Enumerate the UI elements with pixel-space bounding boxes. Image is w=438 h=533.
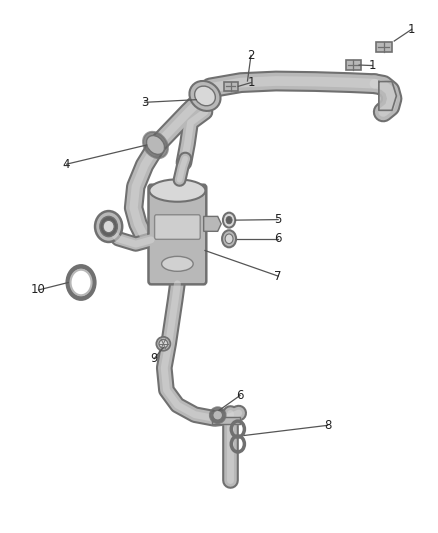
Ellipse shape	[194, 86, 215, 106]
Circle shape	[223, 213, 235, 228]
Text: 1: 1	[368, 59, 376, 72]
Ellipse shape	[210, 407, 226, 423]
Text: 1: 1	[247, 76, 255, 89]
Ellipse shape	[100, 216, 117, 237]
Ellipse shape	[156, 337, 170, 351]
Polygon shape	[212, 417, 240, 424]
Bar	[346, 60, 361, 70]
FancyArrow shape	[204, 216, 221, 231]
Bar	[224, 82, 238, 91]
Circle shape	[226, 216, 232, 224]
FancyBboxPatch shape	[148, 185, 206, 285]
Ellipse shape	[190, 81, 220, 111]
Text: 7: 7	[274, 270, 282, 282]
Text: 6: 6	[274, 232, 282, 245]
Ellipse shape	[103, 221, 114, 232]
Polygon shape	[379, 82, 396, 110]
Circle shape	[225, 234, 233, 244]
Ellipse shape	[149, 179, 205, 201]
Text: 2: 2	[247, 49, 255, 62]
FancyBboxPatch shape	[155, 215, 200, 239]
Ellipse shape	[162, 256, 193, 271]
Text: 10: 10	[31, 284, 46, 296]
Ellipse shape	[143, 132, 168, 158]
Text: 8: 8	[324, 419, 331, 432]
Bar	[376, 42, 392, 52]
Text: 3: 3	[141, 96, 148, 109]
Ellipse shape	[213, 410, 223, 420]
Text: 5: 5	[275, 213, 282, 226]
Text: 6: 6	[236, 389, 244, 402]
Ellipse shape	[146, 135, 165, 155]
Text: 9: 9	[150, 352, 158, 365]
Ellipse shape	[95, 211, 122, 242]
Text: 1: 1	[408, 23, 416, 36]
Ellipse shape	[159, 340, 168, 348]
Text: 4: 4	[63, 158, 71, 171]
Circle shape	[222, 230, 236, 247]
